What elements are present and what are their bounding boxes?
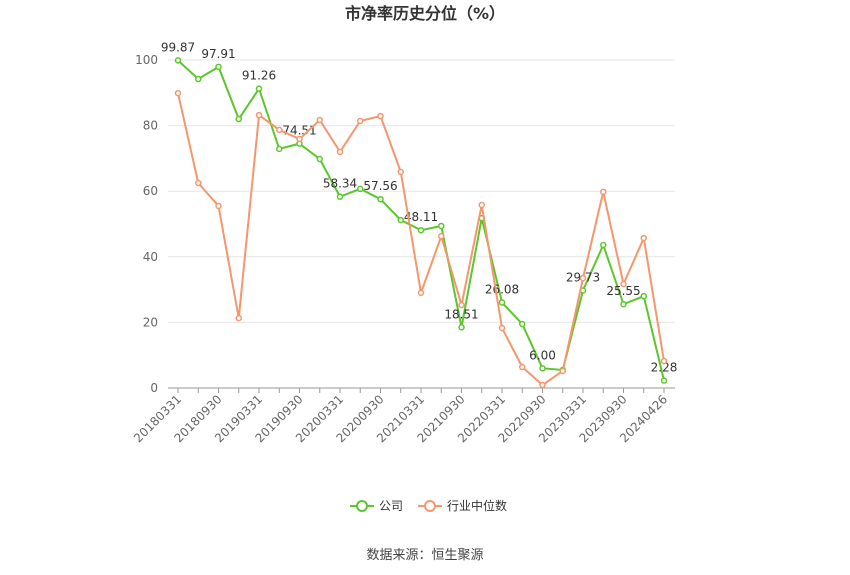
point <box>316 116 323 124</box>
point <box>336 148 344 156</box>
point <box>620 280 627 288</box>
point <box>195 75 202 83</box>
data-label: 48.11 <box>404 210 438 224</box>
point <box>235 314 242 322</box>
point <box>600 241 607 249</box>
point <box>660 357 668 365</box>
point <box>417 226 425 234</box>
data-label: 6.00 <box>529 348 556 362</box>
legend-label: 行业中位数 <box>447 498 507 513</box>
point <box>316 155 323 163</box>
data-label: 58.34 <box>323 177 357 191</box>
data-label: 97.91 <box>201 47 235 61</box>
point <box>357 117 364 125</box>
point <box>255 111 263 119</box>
y-tick-label: 60 <box>143 184 158 198</box>
point <box>357 185 364 193</box>
point <box>640 292 647 300</box>
y-tick-label: 40 <box>143 250 158 264</box>
point <box>195 179 202 187</box>
point <box>255 85 263 92</box>
data-label: 99.87 <box>161 40 195 54</box>
point <box>377 112 384 120</box>
point <box>377 195 384 203</box>
point <box>276 126 283 134</box>
point <box>539 381 546 389</box>
data-label: 18.51 <box>444 307 478 321</box>
series-line <box>177 92 665 387</box>
point <box>458 301 465 309</box>
point <box>215 63 222 71</box>
point <box>417 289 425 297</box>
y-tick-label: 0 <box>150 381 158 395</box>
point <box>620 300 627 308</box>
legend-marker <box>356 500 368 512</box>
data-label: 26.08 <box>485 282 519 296</box>
point <box>519 363 526 371</box>
point <box>640 234 647 242</box>
source: 数据来源：恒生聚源 <box>366 548 483 563</box>
point <box>579 274 587 282</box>
point <box>397 216 404 224</box>
point <box>559 367 566 375</box>
data-label: 25.55 <box>606 284 640 298</box>
point <box>296 135 303 143</box>
point <box>519 320 526 328</box>
data-label: 91.26 <box>242 69 276 83</box>
point <box>336 193 344 200</box>
legend-label: 公司 <box>379 499 403 513</box>
point <box>600 188 607 196</box>
point <box>215 202 222 210</box>
y-tick-label: 80 <box>143 119 158 133</box>
point <box>498 324 506 332</box>
point <box>235 115 242 123</box>
point <box>438 222 445 230</box>
y-tick-label: 20 <box>143 315 158 329</box>
data-label: 57.56 <box>363 179 397 193</box>
point <box>539 365 546 372</box>
data-label: 2.28 <box>651 361 678 375</box>
chart-title: 市净率历史分位（%） <box>345 4 505 23</box>
legend-marker <box>424 500 436 512</box>
point <box>174 57 182 64</box>
point <box>397 168 404 176</box>
point <box>498 299 506 306</box>
point <box>276 145 283 153</box>
point <box>438 232 445 240</box>
point <box>458 324 465 331</box>
data-label: 74.51 <box>282 124 316 138</box>
point <box>174 89 182 97</box>
point <box>660 377 668 384</box>
point <box>478 201 485 209</box>
y-tick-label: 100 <box>135 53 158 67</box>
